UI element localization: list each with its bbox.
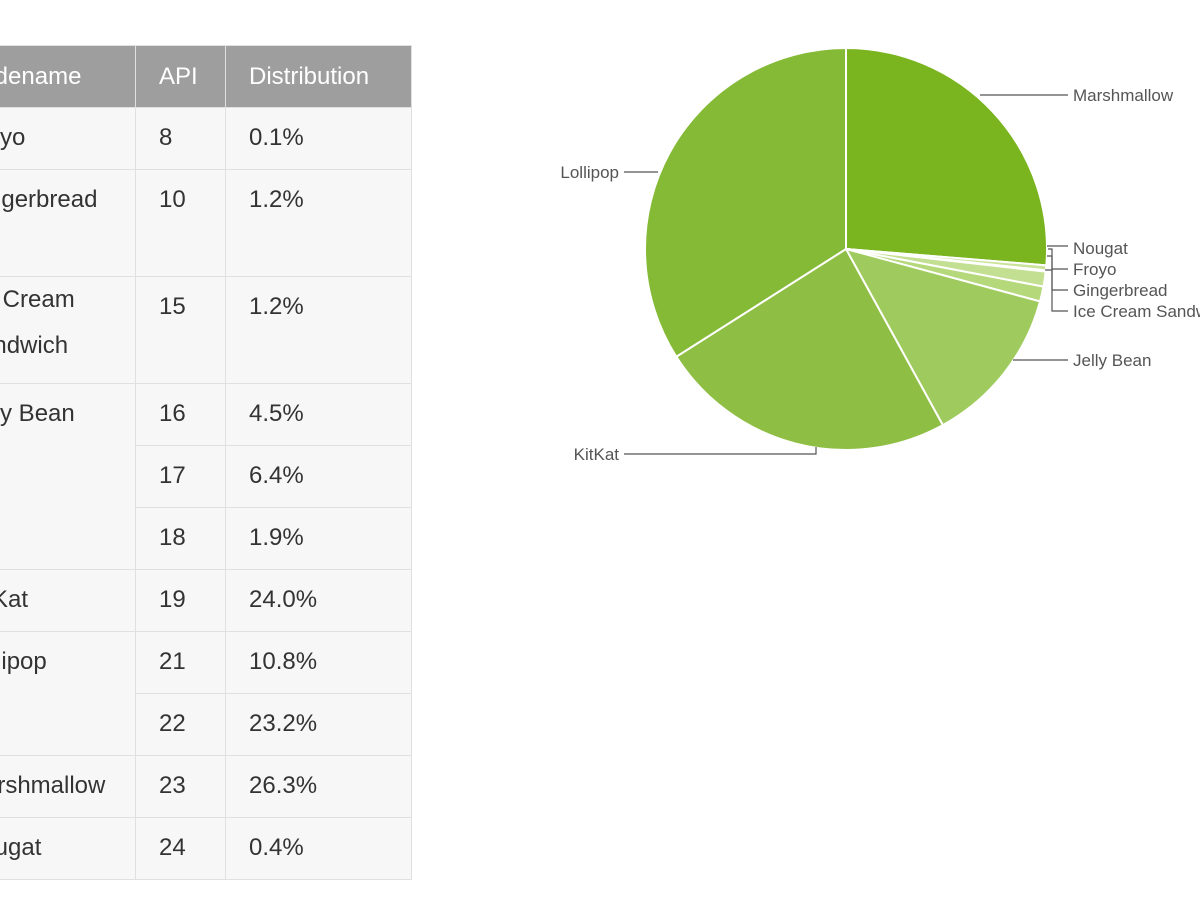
- pie-slice-jelly-bean: [843, 247, 1042, 427]
- table-row: 22 23.2%: [0, 693, 412, 756]
- pie-label-jelly-bean: Jelly Bean: [1073, 351, 1151, 370]
- table-row: Ice Cream Sandwich 15 1.2%: [0, 276, 412, 384]
- label-leader-line: [1045, 269, 1068, 312]
- codename-cell: Marshmallow: [0, 755, 136, 818]
- api-cell: 10: [135, 169, 226, 277]
- table-row: 18 1.9%: [0, 507, 412, 570]
- api-cell: 19: [135, 569, 226, 632]
- distribution-cell: 0.1%: [225, 107, 412, 170]
- pie-slice-kitkat: [674, 247, 945, 451]
- pie-label-ice-cream-sandwich: Ice Cream Sandwich: [1073, 302, 1200, 321]
- codename-cell: Gingerbread: [0, 169, 136, 277]
- table-row: Froyo 8 0.1%: [0, 107, 412, 170]
- pie-label-gingerbread: Gingerbread: [1073, 281, 1168, 300]
- distribution-cell: 1.9%: [225, 507, 412, 570]
- table-row: Nougat 24 0.4%: [0, 817, 412, 880]
- label-leader-line: [1047, 255, 1068, 291]
- codename-cell: KitKat: [0, 569, 136, 632]
- pie-label-marshmallow: Marshmallow: [1073, 86, 1174, 105]
- label-leader-line: [624, 447, 817, 455]
- table-row: Marshmallow 23 26.3%: [0, 755, 412, 818]
- codename-cell: Lollipop: [0, 631, 136, 756]
- pie-label-froyo: Froyo: [1073, 260, 1116, 279]
- codename-cell: Jelly Bean: [0, 383, 136, 570]
- api-cell: 8: [135, 107, 226, 170]
- api-cell: 23: [135, 755, 226, 818]
- codename-cell: Froyo: [0, 107, 136, 170]
- codename-cell: Ice Cream Sandwich: [0, 276, 136, 384]
- label-leader-line: [1048, 248, 1068, 270]
- api-cell: 21: [135, 631, 226, 694]
- pie-slice-lollipop: [644, 46, 847, 359]
- api-cell: 18: [135, 507, 226, 570]
- api-cell: 24: [135, 817, 226, 880]
- distribution-cell: 23.2%: [225, 693, 412, 756]
- header-codename: Codename: [0, 45, 136, 108]
- pie-label-kitkat: KitKat: [574, 445, 620, 464]
- codename-cell: Nougat: [0, 817, 136, 880]
- pie-label-nougat: Nougat: [1073, 239, 1128, 258]
- distribution-table: Codename API Distribution Froyo 8 0.1% G…: [0, 45, 412, 880]
- distribution-cell: 26.3%: [225, 755, 412, 818]
- api-cell: 17: [135, 445, 226, 508]
- pie-label-lollipop: Lollipop: [560, 163, 619, 182]
- pie-slice-marshmallow: [845, 46, 1048, 267]
- distribution-cell: 1.2%: [225, 169, 412, 277]
- table-row: Gingerbread 10 1.2%: [0, 169, 412, 277]
- distribution-cell: 1.2%: [225, 276, 412, 384]
- header-distribution: Distribution: [225, 45, 412, 108]
- api-cell: 15: [135, 276, 226, 384]
- distribution-cell: 0.4%: [225, 817, 412, 880]
- api-cell: 22: [135, 693, 226, 756]
- table-header-row: Codename API Distribution: [0, 45, 412, 108]
